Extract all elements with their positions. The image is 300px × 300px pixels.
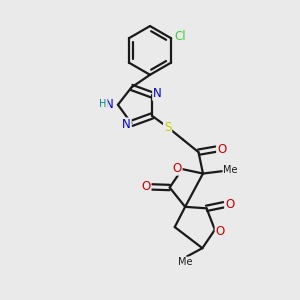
Text: O: O <box>217 143 226 156</box>
Text: Cl: Cl <box>175 30 186 43</box>
Text: Me: Me <box>224 165 238 175</box>
Text: S: S <box>164 121 171 134</box>
Text: O: O <box>225 198 234 211</box>
Text: N: N <box>153 87 162 100</box>
Text: N: N <box>122 118 131 131</box>
Text: O: O <box>172 162 182 175</box>
Text: N: N <box>105 98 114 111</box>
Text: Me: Me <box>178 257 193 267</box>
Text: O: O <box>216 225 225 238</box>
Text: O: O <box>141 180 151 194</box>
Text: H: H <box>99 99 107 109</box>
